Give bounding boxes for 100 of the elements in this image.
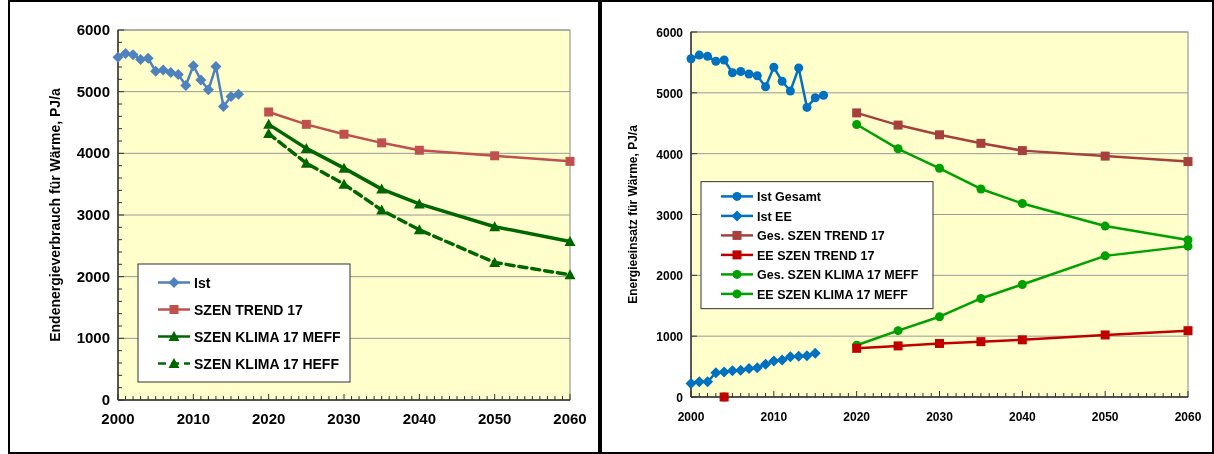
y-axis-title: Endenergieverbrauch für Wärme, PJ/a [47, 87, 63, 342]
x-tick-label: 2030 [327, 410, 361, 427]
point [810, 93, 820, 103]
point [564, 236, 576, 247]
point [819, 90, 829, 100]
x-tick-label: 2060 [1174, 410, 1202, 424]
point [127, 49, 139, 61]
point [376, 204, 388, 215]
legend-label: SZEN KLIMA 17 HEFF [194, 355, 340, 372]
legend-label: EE SZEN TREND 17 [757, 248, 875, 263]
legend-label: SZEN KLIMA 17 MEFF [194, 328, 341, 345]
point [202, 84, 214, 96]
point [301, 119, 311, 129]
y-tick-label: 2000 [76, 267, 110, 285]
point [935, 312, 944, 322]
point [693, 376, 705, 388]
point [751, 362, 763, 374]
point [784, 351, 796, 363]
point [703, 51, 713, 61]
point [565, 156, 575, 166]
point [852, 119, 862, 129]
point [1100, 330, 1110, 340]
x-tick-label: 2050 [477, 410, 512, 427]
x-tick-label: 2060 [553, 410, 587, 427]
point [777, 76, 787, 86]
point [112, 51, 124, 63]
point [761, 82, 771, 92]
point [935, 338, 944, 348]
point [718, 366, 730, 378]
x-tick-label: 2020 [843, 410, 871, 424]
point [225, 91, 237, 103]
y-tick-label: 4000 [76, 144, 110, 162]
point [217, 100, 229, 112]
legend-label: Ist EE [757, 209, 792, 224]
point [935, 163, 944, 173]
point [735, 364, 747, 376]
y-tick-label: 1000 [76, 329, 110, 347]
point [976, 184, 986, 194]
point [142, 52, 154, 64]
point [339, 129, 349, 139]
point [736, 67, 746, 77]
point [809, 347, 821, 359]
point [264, 107, 274, 117]
point [976, 337, 986, 347]
point [414, 145, 424, 155]
point [1017, 279, 1027, 289]
point [802, 102, 812, 112]
point [743, 362, 755, 374]
point [1017, 146, 1027, 156]
x-tick-label: 2030 [926, 410, 954, 424]
point [1183, 235, 1193, 245]
y-tick-label: 6000 [76, 21, 110, 38]
point [769, 62, 779, 72]
point [165, 67, 177, 79]
legend-label: EE SZEN KLIMA 17 MEFF [757, 287, 909, 302]
legend-label: Ist Gesamt [757, 190, 822, 205]
x-tick-label: 2000 [101, 410, 135, 427]
x-tick-label: 2020 [251, 410, 286, 427]
point [785, 86, 795, 96]
point [489, 256, 501, 267]
x-tick-label: 2000 [677, 410, 705, 424]
y-tick-label: 5000 [656, 86, 684, 101]
point [210, 60, 222, 72]
point [760, 358, 772, 370]
y-tick-label: 3000 [76, 206, 110, 223]
point [489, 221, 501, 232]
point [711, 56, 721, 66]
x-tick-label: 2050 [1091, 410, 1119, 424]
legend-label: Ges. SZEN KLIMA 17 MEFF [757, 268, 919, 283]
point [976, 293, 986, 303]
point [710, 367, 722, 379]
legend-label: Ist [194, 274, 211, 291]
point [413, 198, 425, 209]
point [768, 355, 780, 367]
point [744, 69, 754, 79]
x-tick-label: 2040 [402, 410, 437, 427]
point [1100, 151, 1110, 161]
point [719, 55, 729, 65]
point [490, 151, 500, 161]
point [564, 269, 576, 280]
x-tick-label: 2010 [760, 410, 788, 424]
point [187, 60, 199, 72]
point [180, 80, 192, 91]
point [1183, 157, 1193, 167]
y-tick-label: 1000 [656, 330, 684, 345]
y-tick-label: 0 [101, 391, 110, 408]
legend-label: SZEN TREND 17 [194, 301, 304, 318]
point [685, 378, 697, 390]
point [195, 74, 207, 86]
point [1100, 251, 1110, 261]
x-tick-label: 2040 [1008, 410, 1036, 424]
point [1100, 221, 1110, 231]
point [686, 54, 696, 64]
point [694, 50, 704, 60]
y-axis-title: Energieeinsatz für Wärme, PJ/a [626, 124, 640, 304]
point [702, 376, 714, 388]
point [893, 144, 903, 154]
point [338, 162, 350, 173]
point [893, 341, 903, 351]
point [852, 108, 862, 118]
